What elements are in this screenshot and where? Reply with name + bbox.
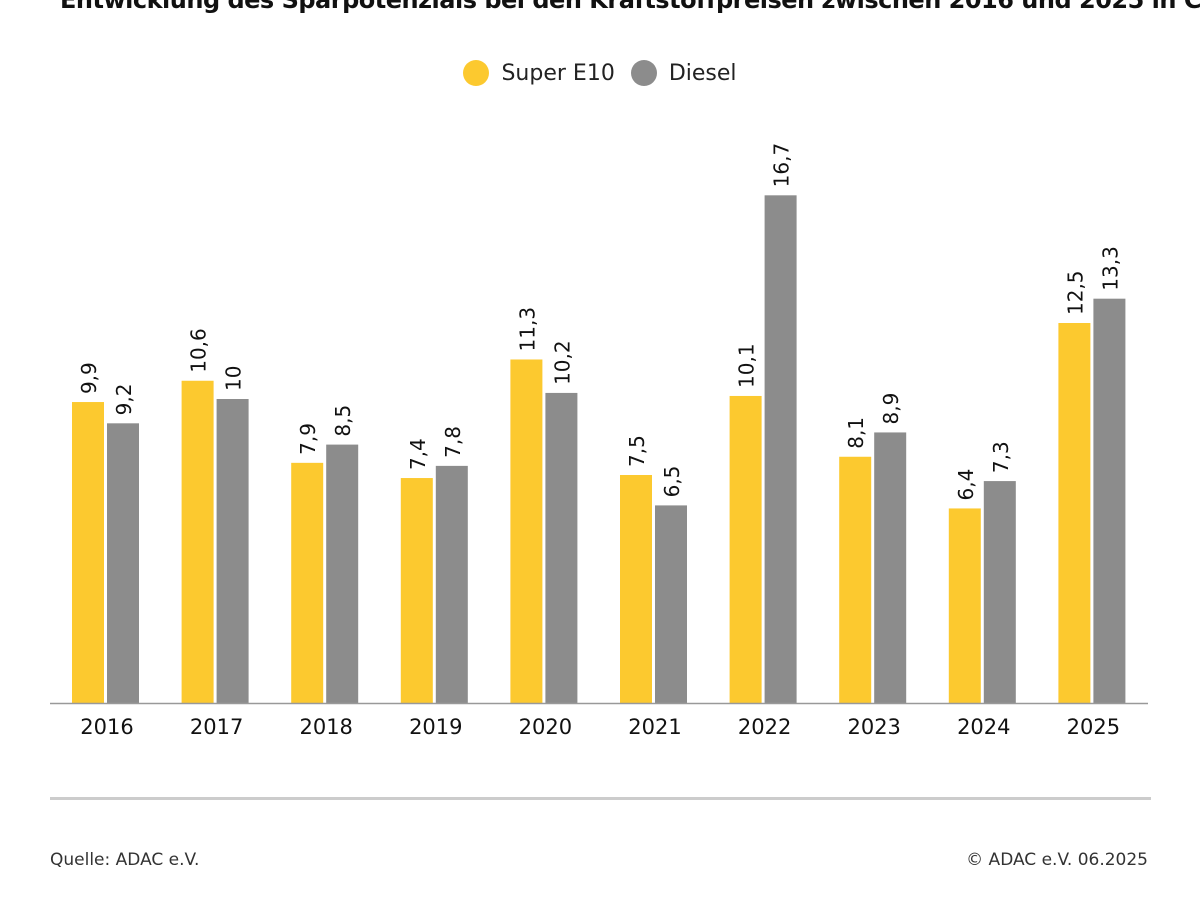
bar-super-e10-2020 [510, 359, 543, 703]
bar-chart: 9,9 9,2 2016 10,6 10 2017 7,9 8,5 2018 7,4 7,8 2019… [50, 143, 1148, 739]
data-label: 8,1 [844, 417, 868, 449]
bar-diesel-2018 [326, 444, 359, 703]
data-label: 16,7 [770, 143, 794, 188]
x-tick-label: 2017 [190, 715, 243, 739]
data-label: 7,5 [625, 435, 649, 467]
x-tick-label: 2025 [1067, 715, 1120, 739]
legend-label: Super E10 [501, 60, 615, 86]
legend-label: Diesel [668, 60, 737, 86]
bar-diesel-2023 [874, 432, 907, 703]
bar-super-e10-2018 [291, 462, 324, 703]
x-tick-label: 2016 [80, 715, 133, 739]
data-label: 9,2 [112, 384, 136, 416]
divider [50, 797, 1151, 800]
bar-super-e10-2023 [839, 456, 872, 703]
data-label: 6,5 [660, 466, 684, 498]
legend-item-diesel: Diesel [630, 60, 737, 86]
x-tick-label: 2024 [957, 715, 1010, 739]
bar-super-e10-2021 [620, 475, 652, 703]
bar-super-e10-2025 [1058, 323, 1091, 703]
bar-diesel-2024 [983, 481, 1016, 703]
bar-diesel-2022 [764, 195, 797, 703]
bar-super-e10-2022 [729, 395, 762, 703]
data-label: 7,8 [441, 426, 465, 458]
x-tick-label: 2023 [847, 715, 900, 739]
x-tick-label: 2021 [628, 715, 681, 739]
data-label: 10,6 [187, 328, 211, 373]
data-label: 10,1 [735, 343, 759, 388]
legend-swatch [463, 60, 490, 86]
legend-swatch [630, 60, 657, 86]
data-label: 7,4 [406, 438, 430, 470]
x-tick-label: 2022 [738, 715, 791, 739]
x-tick-label: 2019 [409, 715, 462, 739]
bar-diesel-2025 [1093, 298, 1126, 703]
data-label: 7,3 [989, 441, 1013, 473]
chart-title: Entwicklung des Sparpotenzials bei den K… [60, 0, 1200, 14]
data-label: 8,5 [331, 405, 355, 437]
bar-diesel-2016 [107, 423, 139, 703]
bar-super-e10-2017 [181, 380, 214, 703]
bar-diesel-2019 [435, 465, 468, 703]
data-label: 10 [222, 366, 246, 391]
data-label: 12,5 [1063, 270, 1087, 315]
data-label: 6,4 [954, 469, 978, 501]
x-tick-label: 2020 [519, 715, 572, 739]
source-note: Quelle: ADAC e.V. [50, 850, 200, 870]
bar-diesel-2017 [216, 399, 249, 703]
data-label: 11,3 [515, 307, 539, 352]
data-label: 9,9 [77, 362, 101, 394]
bar-super-e10-2019 [400, 478, 433, 703]
x-tick-label: 2018 [299, 715, 352, 739]
data-label: 7,9 [296, 423, 320, 455]
data-label: 8,9 [879, 393, 903, 425]
bar-super-e10-2024 [948, 508, 981, 703]
copyright-note: © ADAC e.V. 06.2025 [966, 850, 1148, 870]
data-label: 10,2 [550, 340, 574, 385]
legend-item-super-e10: Super E10 [463, 60, 615, 86]
bar-diesel-2020 [545, 392, 578, 703]
bar-super-e10-2016 [72, 402, 104, 703]
data-label: 13,3 [1098, 246, 1122, 291]
legend: Super E10 Diesel [0, 60, 1200, 86]
bar-diesel-2021 [655, 505, 687, 703]
